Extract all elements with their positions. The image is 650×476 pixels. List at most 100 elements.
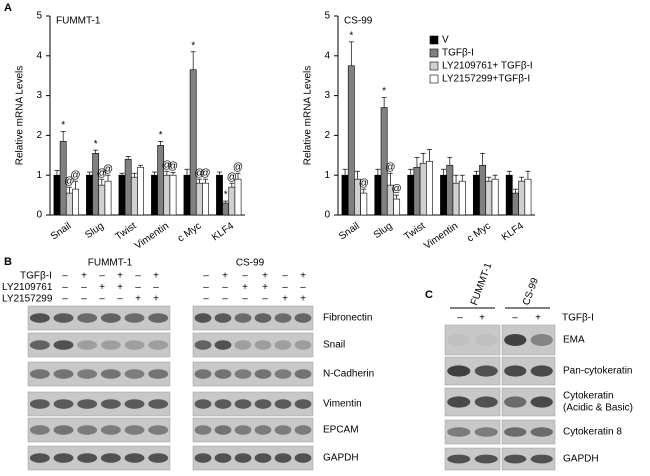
blot-band	[124, 453, 145, 463]
blot-band	[474, 365, 498, 377]
x-tick-label: c Myc	[465, 221, 493, 245]
blot-band	[148, 313, 169, 323]
blot-band	[194, 425, 212, 435]
blot-band	[124, 340, 145, 350]
blot-band	[504, 334, 527, 346]
error-bar	[216, 171, 222, 176]
blot-band	[214, 369, 232, 379]
blot-band	[29, 340, 50, 350]
sign: +	[535, 313, 541, 324]
bar	[163, 174, 171, 216]
bar	[234, 178, 242, 216]
blot-band	[194, 313, 212, 323]
bar	[426, 160, 433, 216]
x-tick-label: KLF4	[500, 220, 526, 243]
sign: –	[222, 294, 228, 305]
sign: +	[117, 282, 123, 293]
blot-band	[294, 399, 312, 409]
blot-band	[53, 399, 74, 409]
blot-band	[294, 425, 312, 435]
blot-band	[504, 396, 527, 408]
bar	[512, 192, 519, 216]
sign: –	[282, 282, 288, 293]
sign: +	[99, 282, 105, 293]
treatment-label: LY2109761	[2, 282, 53, 293]
annotation: @	[392, 184, 402, 195]
error-bar	[414, 156, 420, 168]
blot-band	[100, 425, 121, 435]
bar	[446, 164, 454, 216]
protein-label: Snail	[323, 340, 345, 351]
blot-band	[77, 340, 98, 350]
blot-band	[254, 369, 272, 379]
error-bar	[73, 180, 79, 190]
blot-band	[447, 454, 471, 464]
blot-band	[447, 427, 471, 437]
error-bar	[190, 51, 196, 70]
blot-band	[234, 453, 252, 463]
error-bar	[229, 182, 235, 188]
blot-band	[77, 399, 98, 409]
blot-band	[504, 427, 527, 437]
sign: –	[117, 294, 123, 305]
sign: +	[117, 271, 123, 282]
sign: +	[262, 282, 268, 293]
bar	[137, 166, 144, 216]
y-axis-label: Relative mRNA Levels	[303, 66, 314, 165]
y-axis-label: Relative mRNA Levels	[15, 66, 26, 165]
bar	[124, 158, 132, 216]
error-bar	[375, 168, 381, 176]
error-bar	[480, 152, 486, 166]
blot-band	[194, 369, 212, 379]
blot-band	[447, 396, 471, 408]
protein-label: GAPDH	[323, 453, 359, 464]
bar	[524, 178, 532, 216]
annotation: @	[64, 176, 74, 187]
x-tick-label: Slug	[372, 221, 395, 241]
treatment-label: LY2157299	[2, 294, 53, 305]
sign: –	[300, 282, 306, 293]
x-tick-label: Slug	[83, 221, 106, 241]
chart-title: FUMMT-1	[56, 16, 101, 27]
sign: –	[203, 294, 209, 305]
bar	[452, 182, 460, 216]
blot-background	[27, 445, 171, 471]
blot-band	[234, 399, 252, 409]
legend-label: LY2157299+TGFβ-I	[442, 74, 530, 85]
blot-band	[254, 399, 272, 409]
blot-background	[444, 324, 501, 356]
blot-band	[274, 313, 292, 323]
blot-band	[29, 453, 50, 463]
sign: +	[300, 271, 306, 282]
treatment-label: TGFβ-I	[562, 313, 594, 324]
error-bar	[223, 200, 229, 204]
annotation: *	[224, 190, 228, 201]
sign: –	[99, 294, 105, 305]
error-bar	[196, 178, 202, 184]
error-bar	[348, 41, 354, 66]
bar	[104, 180, 112, 216]
sign: –	[203, 271, 209, 282]
error-bar	[93, 149, 99, 154]
legend-swatch	[429, 48, 439, 58]
blot-band	[504, 454, 527, 464]
cell-line: CS-99	[236, 258, 265, 269]
blot-band	[447, 334, 471, 346]
protein-label: Vimentin	[323, 399, 362, 410]
sign: +	[242, 282, 248, 293]
y-tick-label: 2	[324, 130, 330, 141]
bar	[169, 174, 177, 216]
y-tick-label: 4	[36, 50, 42, 61]
error-bar	[184, 168, 190, 176]
sign: +	[81, 271, 87, 282]
error-bar	[131, 172, 137, 178]
bar	[195, 182, 203, 216]
bar	[413, 166, 421, 216]
blot-band	[274, 399, 292, 409]
blot-band	[214, 425, 232, 435]
legend-swatch	[429, 35, 439, 45]
error-bar	[355, 170, 361, 180]
blot-band	[530, 396, 553, 408]
blot-band	[234, 313, 252, 323]
bar	[393, 198, 401, 216]
